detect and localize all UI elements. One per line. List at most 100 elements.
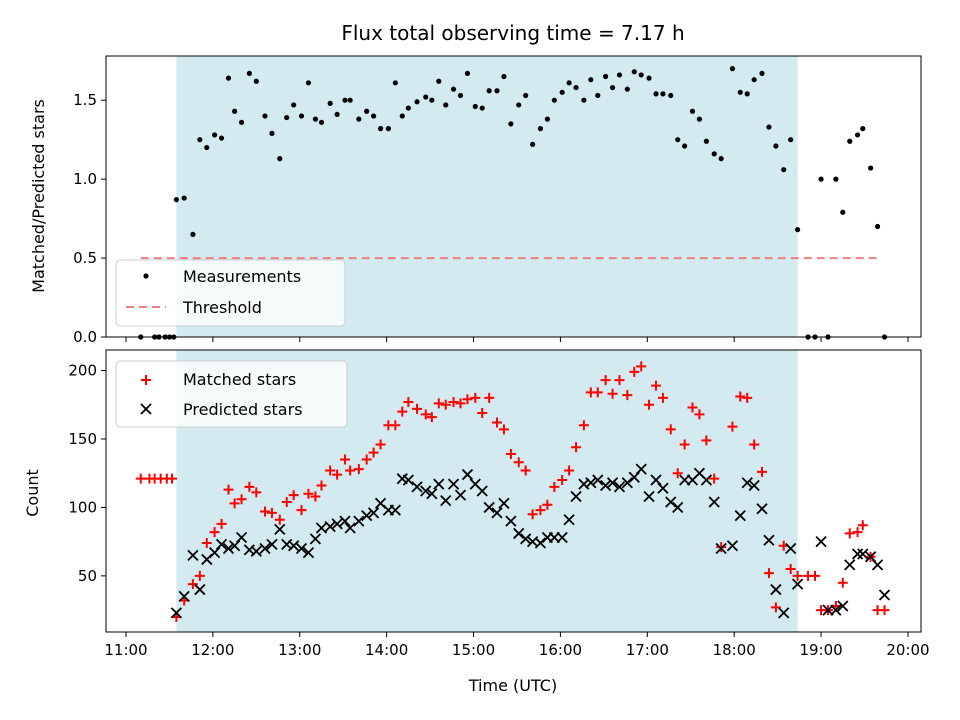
matched-star-point: [564, 465, 575, 476]
matched-star-point: [216, 518, 227, 529]
matched-star-point: [455, 398, 466, 409]
measurement-point: [544, 116, 550, 122]
y-tick-label: 100: [68, 498, 97, 516]
predicted-star-point: [700, 474, 713, 486]
matched-star-point: [665, 424, 676, 435]
predicted-star-point: [331, 518, 343, 530]
matched-star-point: [375, 439, 386, 450]
matched-star-point: [879, 605, 890, 616]
x-tick-label: 19:00: [799, 641, 842, 659]
predicted-star-point: [599, 479, 612, 492]
matched-star-point: [557, 475, 568, 486]
measurement-point: [860, 126, 866, 132]
matched-star-point: [266, 507, 277, 518]
matched-star-point: [520, 465, 531, 476]
measurement-point: [269, 130, 275, 136]
matched-star-point: [600, 375, 611, 386]
predicted-star-point: [857, 548, 869, 560]
matched-star-point: [229, 498, 240, 509]
predicted-star-point: [726, 540, 739, 552]
predicted-star-point: [770, 583, 782, 596]
measurement-point: [356, 116, 362, 122]
predicted-star-point: [556, 531, 568, 544]
matched-star-point: [433, 398, 444, 409]
matched-star-point: [477, 407, 488, 418]
measurement-point: [675, 137, 681, 143]
matched-star-point: [636, 361, 647, 372]
predicted-star-point: [635, 463, 647, 475]
measurement-point: [874, 223, 881, 230]
measurement-point: [631, 69, 637, 75]
measurement-point: [377, 126, 384, 132]
measurement-point: [668, 92, 674, 99]
x-tick-label: 11:00: [104, 641, 147, 659]
measurement-point: [609, 84, 616, 91]
y-tick-label: 50: [78, 567, 97, 585]
predicted-star-point: [309, 533, 322, 545]
predicted-star-point: [170, 607, 183, 619]
measurement-point: [284, 114, 290, 121]
matched-star-point: [756, 466, 767, 477]
matched-star-point: [303, 488, 314, 499]
measurement-point: [624, 86, 630, 92]
measurement-point: [457, 92, 464, 99]
predicted-star-point: [785, 542, 797, 555]
chart-title: Flux total observing time = 7.17 h: [341, 21, 684, 45]
predicted-star-point: [505, 515, 517, 527]
x-tick-label: 12:00: [191, 641, 234, 659]
count-axes-frame: [105, 349, 922, 633]
measurement-point: [429, 97, 435, 103]
matched-star-point: [727, 421, 738, 432]
matched-star-point: [448, 397, 459, 408]
predicted-star-point: [498, 497, 510, 509]
legend-box: [115, 259, 346, 327]
measurement-point: [682, 143, 688, 149]
matched-star-point: [260, 506, 271, 517]
matched-star-point: [316, 480, 327, 491]
count-legend: Matched stars Predicted stars: [115, 360, 348, 428]
measurement-point: [788, 137, 794, 143]
count-ylabel: Count: [23, 469, 42, 517]
matched-star-point: [274, 514, 285, 525]
measurement-point: [759, 70, 765, 76]
matched-star-point: [571, 442, 582, 453]
measurement-point: [197, 137, 203, 143]
measurement-point: [225, 75, 232, 81]
predicted-star-point: [235, 531, 248, 544]
matched-star-point: [735, 391, 746, 402]
measurement-point: [689, 108, 696, 114]
measurement-point: [840, 209, 846, 215]
measurement-point: [573, 84, 579, 91]
measurement-point: [364, 108, 370, 114]
matched-star-point: [332, 469, 343, 480]
matched-star-point: [223, 484, 234, 495]
y-tick-label: 0.0: [73, 328, 97, 346]
matched-star-point: [426, 412, 437, 423]
matched-star-point: [749, 439, 760, 450]
measurement-point: [423, 94, 429, 100]
measurement-point: [559, 89, 565, 95]
measurement-point: [173, 197, 179, 203]
measurement-point: [262, 113, 268, 119]
measurement-point: [660, 91, 666, 97]
legend-matched-label: Matched stars: [183, 370, 296, 389]
measurement-point: [305, 80, 312, 86]
x-tick-label: 15:00: [452, 641, 495, 659]
matched-star-point: [353, 464, 364, 475]
measurement-point: [399, 113, 405, 119]
matched-star-point: [440, 399, 451, 410]
matched-star-point: [857, 520, 868, 531]
predicted-star-point: [830, 604, 842, 616]
matched-star-point: [592, 387, 603, 398]
matched-star-point: [837, 577, 848, 588]
matched-star-point: [288, 490, 299, 501]
predicted-star-point: [447, 478, 460, 490]
matched-star-point: [792, 570, 803, 581]
measurement-point: [696, 116, 703, 122]
matched-star-point: [339, 454, 350, 465]
predicted-star-point: [613, 481, 626, 493]
measurement-point: [751, 77, 757, 83]
predicted-star-point: [592, 474, 604, 486]
measurement-point: [392, 80, 398, 86]
predicted-star-point: [748, 479, 760, 492]
